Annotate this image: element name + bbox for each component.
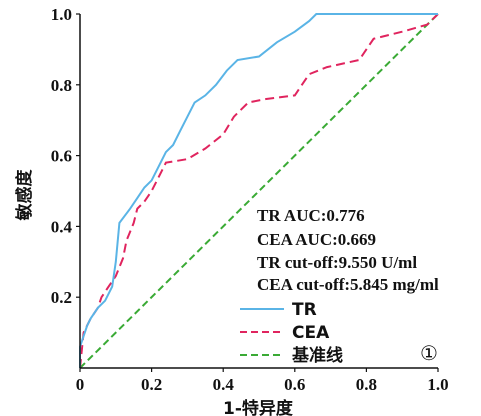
legend-label-1: CEA — [292, 323, 330, 343]
legend-label-2: 基准线 — [291, 345, 343, 366]
y-tick-label: 0.6 — [51, 147, 72, 166]
cea-auc-annotation: CEA AUC:0.669 — [257, 230, 376, 249]
x-axis-label: 1-特异度 — [223, 398, 294, 416]
x-tick-label: 0.2 — [141, 375, 162, 394]
y-tick-label: 0.4 — [51, 217, 73, 236]
plot-area — [79, 13, 439, 369]
x-tick-label: 1.0 — [427, 375, 448, 394]
axes: 0 0.2 0.4 0.6 0.8 1.0 0.2 0.4 0.6 0.8 1.0 — [51, 5, 449, 394]
panel-label: ① — [420, 341, 438, 365]
y-tick-label: 0.8 — [51, 76, 72, 95]
y-tick-label: 1.0 — [51, 5, 72, 24]
x-tick-label: 0.8 — [356, 375, 377, 394]
legend-label-0: TR — [292, 300, 317, 320]
x-tick-label: 0 — [76, 375, 85, 394]
y-axis-label: 敏感度 — [14, 169, 35, 222]
y-tick-label: 0.2 — [51, 288, 72, 307]
annotation-block: TR AUC:0.776 CEA AUC:0.669 TR cut-off:9.… — [257, 206, 439, 294]
cea-cutoff-annotation: CEA cut-off:5.845 mg/ml — [257, 275, 439, 294]
series-line-0 — [79, 13, 438, 368]
x-tick-label: 0.6 — [284, 375, 305, 394]
tr-cutoff-annotation: TR cut-off:9.550 U/ml — [257, 253, 417, 272]
x-tick-label: 0.4 — [213, 375, 235, 394]
series-line-2 — [79, 13, 439, 369]
series-line-1 — [79, 13, 439, 369]
tr-auc-annotation: TR AUC:0.776 — [257, 206, 365, 225]
